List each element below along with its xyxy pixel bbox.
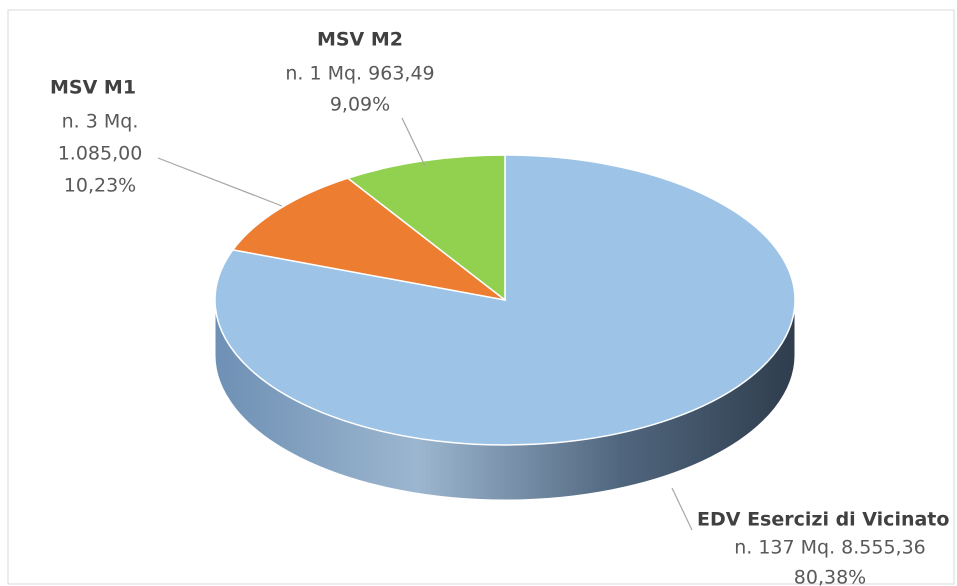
slice-name: MSV M1: [50, 77, 136, 99]
slice-percent: 10,23%: [64, 175, 136, 197]
slice-detail: n. 137 Mq. 8.555,36: [734, 537, 926, 559]
chart-border: [7, 9, 955, 585]
slice-detail: n. 3 Mq.: [62, 111, 139, 133]
slice-detail: 1.085,00: [58, 143, 143, 165]
leader-line: [401, 117, 426, 167]
slice-percent: 9,09%: [330, 94, 390, 116]
slice-name: EDV Esercizi di Vicinato: [697, 509, 949, 531]
slice-name: MSV M2: [317, 29, 403, 51]
leader-line: [157, 157, 283, 207]
slice: [231, 177, 506, 301]
slice-percent: 80,38%: [794, 567, 866, 586]
slice-detail: n. 1 Mq. 963,49: [285, 63, 434, 85]
leader-line: [671, 487, 693, 531]
